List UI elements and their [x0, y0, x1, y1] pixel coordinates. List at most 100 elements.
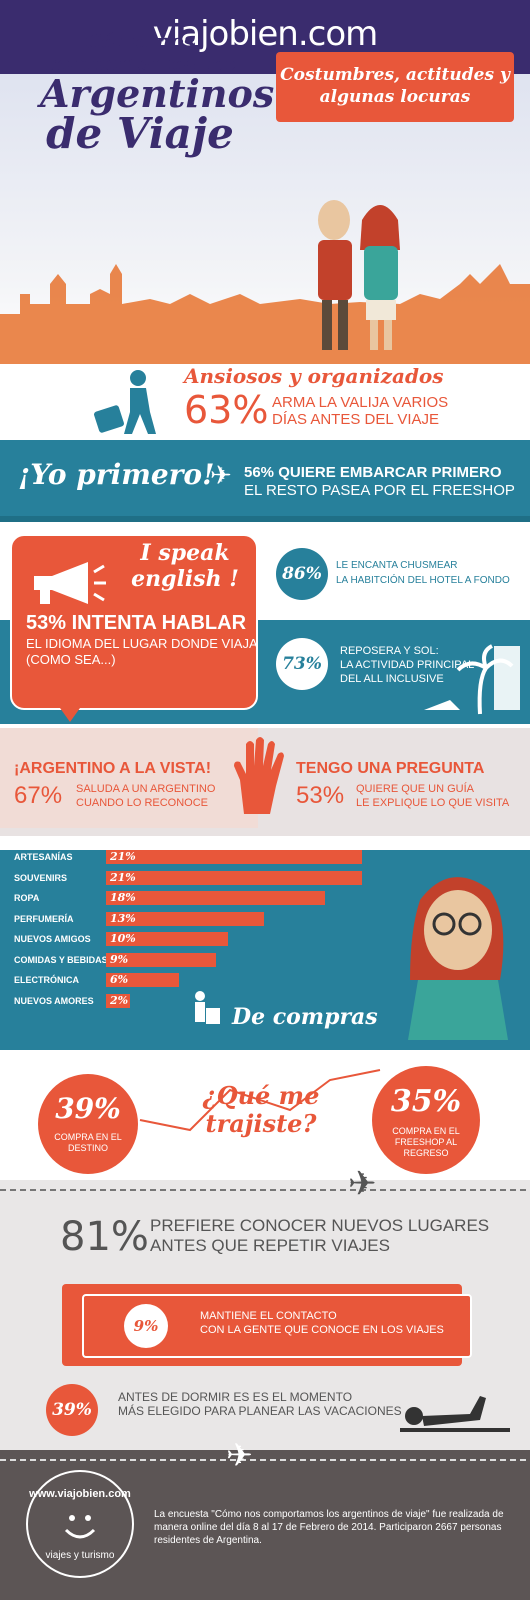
traveler-couple-illustration [318, 200, 400, 350]
section2-line2: EL RESTO PASEA POR EL FREESHOP [244, 482, 515, 499]
traveler-suitcase-icon [94, 370, 156, 434]
section3-line3: (COMO SEA...) [26, 652, 116, 667]
section7-line1: PREFIERE CONOCER NUEVOS LUGARES [150, 1216, 490, 1235]
section1-text-line2: DÍAS ANTES DEL VIAJE [272, 411, 439, 428]
speak-english-text: I speak english ! [131, 540, 239, 592]
woman-traveler-illustration [408, 877, 508, 1040]
section1-percent: 63% [184, 388, 269, 432]
destination-text: COMPRA EN EL DESTINO [54, 1132, 122, 1153]
dashed-flight-line [0, 1189, 530, 1191]
destination-percent: 39% [55, 1092, 121, 1125]
chart-category-label: NUEVOS AMORES [14, 995, 94, 1006]
sunbed-text: REPOSERA Y SOL: LA ACTIVIDAD PRINCIPAL D… [340, 644, 474, 686]
section4-left-percent: 67% [14, 782, 63, 809]
chart-category-label: SOUVENIRS [14, 872, 68, 883]
freeshop-percent: 35% [390, 1084, 462, 1119]
speech-bubble [10, 534, 258, 710]
chart-value-label: 10% [110, 932, 136, 945]
shopping-bags-icon [195, 991, 220, 1024]
section4-right-percent: 53% [296, 782, 345, 809]
brand-logo[interactable]: viajobien.com [152, 14, 379, 54]
footer-logo-badge[interactable]: www.viajobien.com viajes y turismo [26, 1470, 134, 1578]
chart-bar [106, 850, 362, 864]
freeshop-text: COMPRA EN EL FREESHOP AL REGRESO [392, 1126, 460, 1158]
section-new-places: ✈ 81% PREFIERE CONOCER NUEVOS LUGARES AN… [0, 1165, 530, 1450]
section2-title: ¡Yo primero! [18, 458, 215, 491]
section7-percent: 81% [60, 1214, 149, 1260]
section4-right-title: TENGO UNA PREGUNTA [296, 760, 485, 777]
sleeping-person-icon [400, 1396, 510, 1432]
airplane-icon: ✈ [348, 1165, 377, 1203]
beach-palm-icon [424, 644, 520, 715]
section3-headline: 53% INTENTA HABLAR [26, 612, 247, 634]
freeshop-purchase-circle: 35% COMPRA EN EL FREESHOP AL REGRESO [372, 1066, 480, 1174]
chart-value-label: 2% [110, 993, 129, 1007]
section-argentine-spotted: ¡ARGENTINO A LA VISTA! 67% SALUDA A UN A… [0, 728, 530, 836]
chart-category-label: ARTESANÍAS [14, 852, 73, 862]
chart-bar [106, 870, 362, 885]
section-anxious: Ansiosos y organizados 63% ARMA LA VALIJ… [0, 364, 530, 440]
chart-category-label: PERFUMERÍA [14, 913, 74, 924]
sunbed-text-line1: REPOSERA Y SOL: [340, 645, 439, 657]
footer: ✈ www.viajobien.com viajes y turismo La … [0, 1437, 530, 1600]
smiley-icon [64, 1515, 96, 1539]
title-line-3: de Viaje [46, 109, 234, 158]
section4-right-text-line1: QUIERE QUE UN GUÍA [356, 783, 474, 795]
footer-tagline: viajes y turismo [45, 1550, 115, 1561]
section4-left-text-line1: SALUDA A UN ARGENTINO [76, 783, 216, 795]
contact-percent-circle: 9% [124, 1304, 168, 1348]
section4-left-title: ¡ARGENTINO A LA VISTA! [14, 760, 212, 777]
section4-left-text-line2: CUANDO LO RECONOCE [76, 797, 209, 809]
section4-right-text: QUIERE QUE UN GUÍA LE EXPLIQUE LO QUE VI… [356, 782, 509, 810]
section-language: I speak english ! 53% INTENTA HABLAR EL … [0, 528, 530, 728]
megaphone-icon [34, 562, 106, 604]
sunbed-percent-circle: 73% [276, 638, 328, 690]
chart-category-label: COMIDAS Y BEBIDAS [14, 954, 108, 965]
title-line-1: Cómo nos comportamos los [44, 29, 236, 75]
chart-value-label: 9% [110, 952, 129, 966]
chart-value-label: 18% [110, 891, 136, 904]
contact-text-line2: CON LA GENTE QUE CONOCE EN LOS VIAJES [200, 1324, 444, 1336]
section4-right-text-line2: LE EXPLIQUE LO QUE VISITA [356, 797, 510, 809]
chart-bar [106, 911, 265, 926]
airplane-icon: ✈ [210, 460, 232, 490]
section7-line2: ANTES QUE REPETIR VIAJES [150, 1236, 390, 1255]
sunbed-text-line3: DEL ALL INCLUSIVE [340, 673, 444, 685]
section4-left-panel [0, 728, 258, 828]
chart-bar [106, 932, 228, 946]
hotel-snoop-text: LE ENCANTA CHUSMEAR LA HABITCIÓN DEL HOT… [336, 558, 510, 588]
section1-text: ARMA LA VALIJA VARIOS DÍAS ANTES DEL VIA… [272, 394, 512, 428]
chart-bar [106, 952, 216, 967]
title-line-2: Argentinos [40, 71, 275, 116]
section4-left-text: SALUDA A UN ARGENTINO CUANDO LO RECONOCE [76, 782, 215, 810]
question-title: ¿Qué me trajiste? [202, 1081, 320, 1138]
hero-banner [0, 74, 530, 364]
hotel-snoop-percent-circle: 86% [276, 548, 328, 600]
chart-value-label: 21% [110, 870, 136, 884]
chart-value-label: 21% [110, 850, 136, 863]
chart-category-label: ELECTRÓNICA [14, 975, 79, 985]
contact-text-line1: MANTIENE EL CONTACTO [200, 1310, 337, 1322]
section2-line1: 56% QUIERE EMBARCAR PRIMERO [244, 464, 502, 481]
bedtime-text-line2: MÁS ELEGIDO PARA PLANEAR LAS VACACIONES [118, 1404, 402, 1418]
infographic-title: Cómo nos comportamos los Argentinos de V… [40, 29, 275, 158]
hotel-snoop-text-line2: LA HABITCIÓN DEL HOTEL A FONDO [336, 575, 510, 586]
dashed-flight-line [0, 1459, 530, 1461]
survey-note: La encuesta "Cómo nos comportamos los ar… [154, 1509, 504, 1546]
hotel-snoop-text-line1: LE ENCANTA CHUSMEAR [336, 560, 458, 571]
section1-text-line1: ARMA LA VALIJA VARIOS [272, 394, 449, 411]
destination-purchase-circle: 39% COMPRA EN EL DESTINO [38, 1074, 138, 1174]
chart-value-label: 13% [110, 911, 136, 925]
chart-bar [106, 993, 131, 1008]
bedtime-text-line1: ANTES DE DORMIR ES ES EL MOMENTO [118, 1390, 353, 1404]
connector-lines [139, 1069, 381, 1132]
chart-title: De compras [232, 1004, 378, 1030]
chart-category-label: ROPA [14, 893, 40, 903]
chart-bar [106, 973, 180, 987]
section-me-first: ¡Yo primero! ✈ 56% QUIERE EMBARCAR PRIME… [0, 440, 530, 522]
footer-url[interactable]: www.viajobien.com [29, 1488, 131, 1500]
section-what-did-you-bring: 39% COMPRA EN EL DESTINO ¿Qué me trajist… [0, 1050, 530, 1180]
raised-hand-icon [234, 737, 284, 814]
speech-bubble-tail [60, 708, 80, 722]
section3-line2: EL IDIOMA DEL LUGAR DONDE VIAJA [26, 636, 258, 651]
